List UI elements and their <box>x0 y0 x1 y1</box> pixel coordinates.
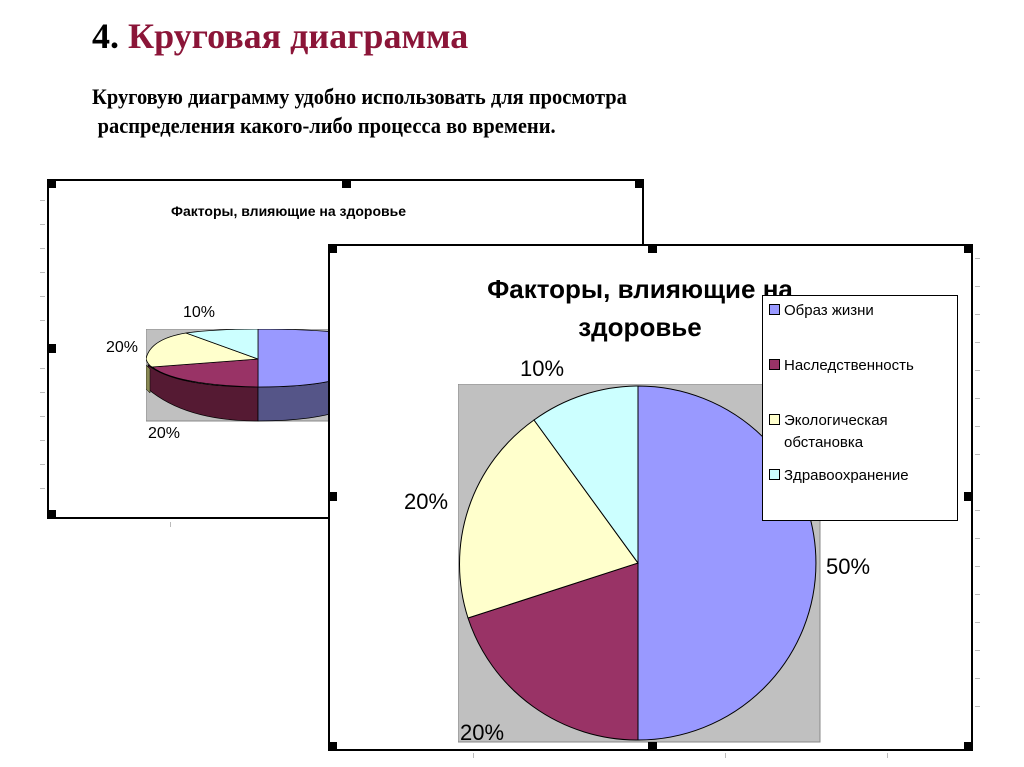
tick <box>40 392 45 393</box>
resize-handle-tr[interactable] <box>635 179 644 188</box>
tick <box>40 464 45 465</box>
legend-swatch-icon <box>769 304 780 315</box>
big-label-20-bottom: 20% <box>460 720 505 745</box>
tick <box>975 622 980 623</box>
resize-handle-tm[interactable] <box>648 244 657 253</box>
resize-handle-tr[interactable] <box>964 244 973 253</box>
tick <box>975 398 980 399</box>
legend-item-nasledstvennost: Наследственность <box>769 355 914 377</box>
tick <box>975 342 980 343</box>
small-chart-title: Факторы, влияющие на здоровье <box>171 203 407 219</box>
resize-handle-bl[interactable] <box>328 742 337 751</box>
resize-handle-ml[interactable] <box>328 492 337 501</box>
legend-swatch-icon <box>769 414 780 425</box>
tick <box>40 440 45 441</box>
tick <box>975 370 980 371</box>
tick <box>975 650 980 651</box>
tick <box>473 753 474 758</box>
big-chart-title: Факторы, влияющие на здоровье <box>430 270 850 346</box>
tick <box>975 314 980 315</box>
resize-handle-br[interactable] <box>964 742 973 751</box>
legend-swatch-icon <box>769 359 780 370</box>
resize-handle-tm[interactable] <box>342 179 351 188</box>
subtitle-line-2: распределения какого-либо процесса во вр… <box>97 113 556 138</box>
big-label-50: 50% <box>826 554 871 579</box>
tick <box>975 258 980 259</box>
slide-subtitle: Круговую диаграмму удобно использовать д… <box>92 82 627 140</box>
legend-item-zdravookhranenie: Здравоохранение <box>769 465 909 487</box>
tick <box>975 594 980 595</box>
tick <box>975 566 980 567</box>
resize-handle-ml[interactable] <box>47 344 56 353</box>
resize-handle-bm[interactable] <box>648 742 657 751</box>
resize-handle-tl[interactable] <box>328 244 337 253</box>
tick <box>40 416 45 417</box>
tick <box>40 200 45 201</box>
big-chart-frame[interactable]: Факторы, влияющие на здоровье 10% 20% 50… <box>328 244 973 751</box>
small-label-20-left: 20% <box>106 339 139 356</box>
tick <box>170 522 171 527</box>
tick <box>975 538 980 539</box>
slide-heading: 4. Круговая диаграмма <box>92 18 468 54</box>
tick <box>887 753 888 758</box>
big-label-20-left: 20% <box>404 489 449 514</box>
heading-title: Круговая диаграмма <box>128 16 469 56</box>
small-label-10: 10% <box>183 304 216 321</box>
heading-number: 4. <box>92 16 119 56</box>
tick <box>975 454 980 455</box>
subtitle-line-1: Круговую диаграмму удобно использовать д… <box>92 84 627 109</box>
tick <box>40 248 45 249</box>
tick <box>975 286 980 287</box>
big-label-10: 10% <box>520 356 565 381</box>
tick <box>40 296 45 297</box>
big-chart-title-line-2: здоровье <box>578 312 702 342</box>
tick <box>40 224 45 225</box>
tick <box>975 678 980 679</box>
resize-handle-mr[interactable] <box>964 492 973 501</box>
legend-item-ekologiya: Экологическая обстановка <box>769 410 888 454</box>
resize-handle-bl[interactable] <box>47 510 56 519</box>
resize-handle-tl[interactable] <box>47 179 56 188</box>
tick <box>40 320 45 321</box>
tick <box>975 426 980 427</box>
small-3d-pie <box>146 329 346 422</box>
tick <box>40 368 45 369</box>
big-chart-title-line-1: Факторы, влияющие на <box>487 274 793 304</box>
tick <box>40 488 45 489</box>
chart-legend[interactable]: Образ жизни Наследственность Экологическ… <box>762 295 958 521</box>
legend-swatch-icon <box>769 469 780 480</box>
small-label-20-bottom: 20% <box>148 425 181 442</box>
tick <box>40 272 45 273</box>
tick <box>725 753 726 758</box>
legend-item-obraz-zhizni: Образ жизни <box>769 300 874 322</box>
tick <box>975 510 980 511</box>
tick <box>975 706 980 707</box>
